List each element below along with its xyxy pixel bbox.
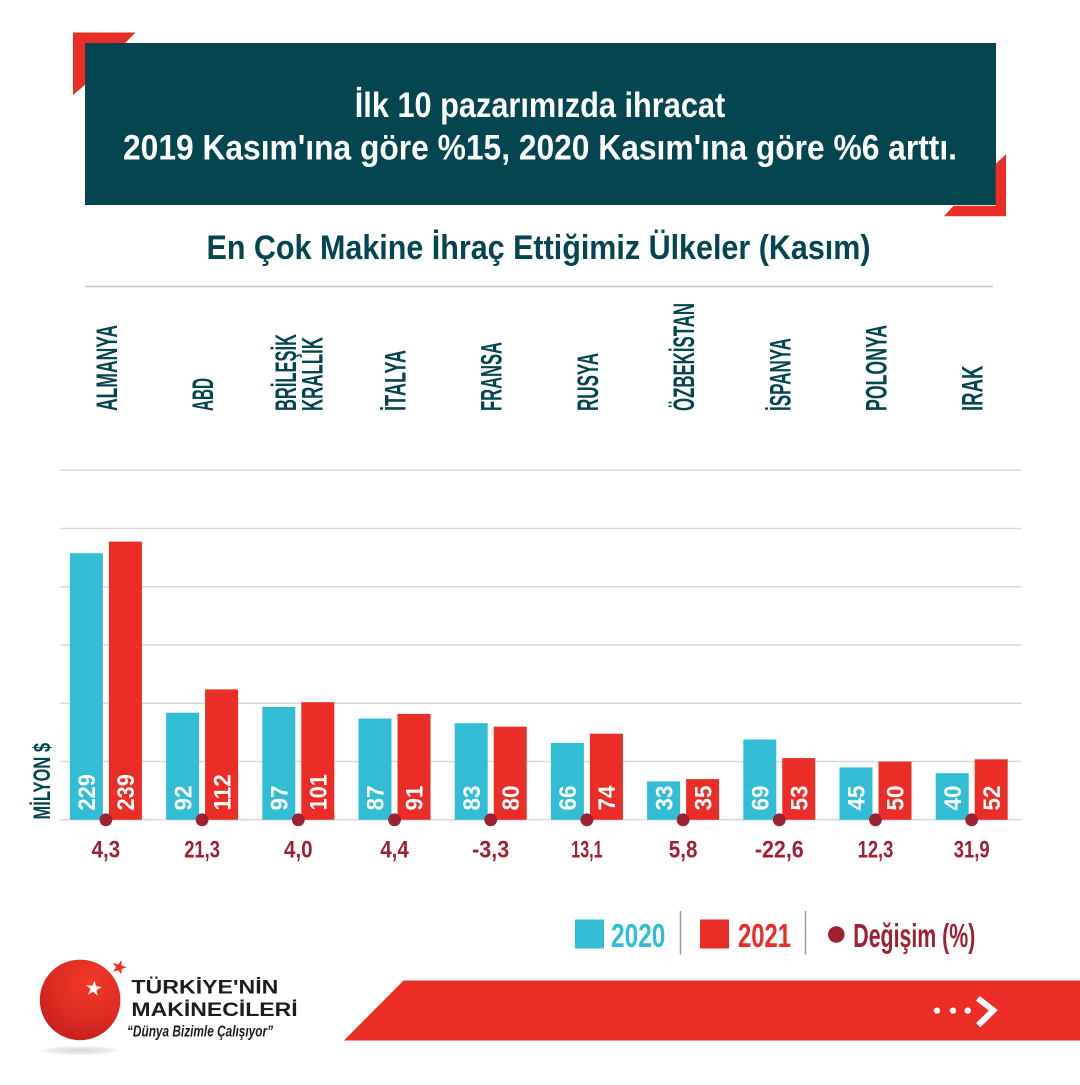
svg-text:IRAK: IRAK (957, 365, 990, 411)
svg-text:KRALLIK: KRALLIK (296, 337, 329, 411)
svg-text:TÜRKİYE'NİN: TÜRKİYE'NİN (131, 977, 278, 998)
svg-text:-3,3: -3,3 (472, 836, 509, 863)
svg-text:2019 Kasım'ına göre %15, 2020: 2019 Kasım'ına göre %15, 2020 Kasım'ına … (123, 128, 957, 168)
svg-text:69: 69 (748, 786, 775, 811)
svg-text:229: 229 (74, 774, 101, 810)
svg-text:74: 74 (594, 785, 621, 810)
svg-text:İSPANYA: İSPANYA (764, 338, 797, 411)
svg-text:İTALYA: İTALYA (380, 350, 413, 411)
svg-text:MAKİNECİLERİ: MAKİNECİLERİ (131, 1000, 297, 1021)
svg-text:-22,6: -22,6 (755, 836, 804, 863)
svg-text:En Çok Makine İhraç Ettiğimiz: En Çok Makine İhraç Ettiğimiz Ülkeler (K… (207, 228, 871, 267)
svg-text:ALMANYA: ALMANYA (91, 325, 124, 411)
svg-text:İlk 10 pazarımızda ihracat: İlk 10 pazarımızda ihracat (355, 85, 726, 125)
svg-text:FRANSA: FRANSA (476, 342, 509, 411)
svg-text:101: 101 (306, 774, 333, 810)
svg-text:91: 91 (402, 786, 429, 811)
svg-text:ÖZBEKİSTAN: ÖZBEKİSTAN (668, 303, 701, 411)
svg-text:2021: 2021 (738, 918, 791, 955)
svg-text:21,3: 21,3 (184, 836, 220, 863)
svg-text:80: 80 (498, 786, 525, 811)
svg-text:RUSYA: RUSYA (572, 353, 605, 411)
svg-text:52: 52 (979, 786, 1006, 811)
svg-text:4,4: 4,4 (380, 836, 409, 863)
svg-text:53: 53 (787, 786, 814, 811)
svg-text:45: 45 (844, 786, 871, 811)
svg-text:POLONYA: POLONYA (861, 325, 894, 411)
svg-text:4,0: 4,0 (284, 836, 313, 863)
svg-text:“Dünya Bizimle Çalışıyor”: “Dünya Bizimle Çalışıyor” (127, 1024, 273, 1041)
svg-text:92: 92 (170, 786, 197, 811)
svg-text:12,3: 12,3 (858, 836, 894, 863)
svg-text:13,1: 13,1 (571, 836, 602, 863)
svg-text:66: 66 (555, 786, 582, 811)
svg-text:BRİLEŞİK: BRİLEŞİK (270, 334, 303, 411)
svg-text:97: 97 (267, 786, 294, 811)
svg-text:2020: 2020 (611, 918, 665, 955)
svg-text:MİLYON $: MİLYON $ (29, 743, 56, 820)
svg-text:5,8: 5,8 (669, 836, 698, 863)
svg-text:31,9: 31,9 (954, 836, 990, 863)
svg-text:40: 40 (940, 786, 967, 811)
svg-text:83: 83 (459, 786, 486, 811)
svg-text:239: 239 (113, 774, 140, 810)
svg-text:33: 33 (651, 786, 678, 811)
svg-text:ABD: ABD (187, 378, 220, 411)
svg-text:Değişim (%): Değişim (%) (853, 918, 975, 955)
svg-text:50: 50 (883, 786, 910, 811)
svg-text:87: 87 (363, 786, 390, 811)
svg-text:112: 112 (209, 774, 236, 810)
svg-text:35: 35 (690, 786, 717, 811)
svg-text:4,3: 4,3 (92, 836, 121, 863)
